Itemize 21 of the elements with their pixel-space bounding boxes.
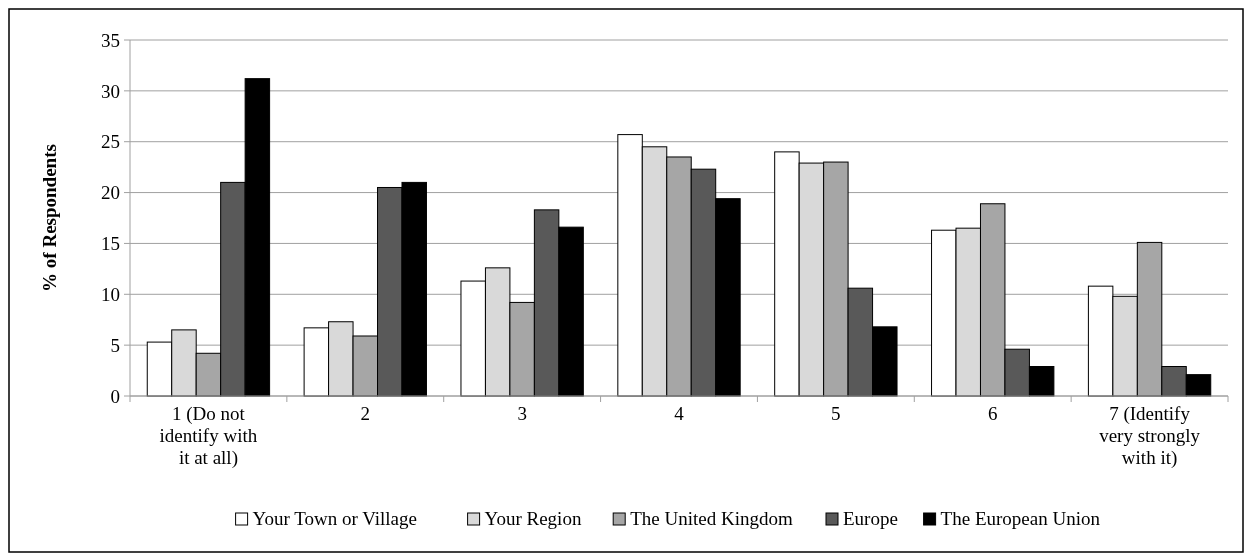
x-tick-label: 1 (Do not identify with it at all) bbox=[159, 403, 258, 469]
x-tick-label: 2 bbox=[360, 403, 371, 424]
y-tick-label: 0 bbox=[110, 385, 120, 407]
x-tick-label: 3 bbox=[517, 403, 527, 424]
y-axis-title: % of Respondents bbox=[39, 144, 60, 292]
y-tick-label: 20 bbox=[101, 182, 120, 204]
y-tick-label: 35 bbox=[101, 29, 120, 51]
y-tick-label: 25 bbox=[101, 131, 120, 153]
x-tick-label: 5 bbox=[831, 403, 841, 424]
y-tick-label: 15 bbox=[101, 233, 120, 255]
legend-label: Your Region bbox=[484, 508, 582, 529]
legend-label: The European Union bbox=[940, 508, 1101, 529]
x-tick-label: 4 bbox=[674, 403, 685, 424]
legend-label: Your Town or Village bbox=[252, 508, 417, 529]
y-tick-label: 5 bbox=[110, 334, 120, 356]
y-tick-label: 30 bbox=[101, 80, 120, 102]
legend-label: The United Kingdom bbox=[630, 508, 793, 529]
x-tick-label: 7 (Identify very strongly with it) bbox=[1099, 403, 1201, 469]
x-tick-label: 6 bbox=[987, 403, 998, 424]
legend-label: Europe bbox=[843, 508, 898, 529]
y-tick-label: 10 bbox=[101, 283, 120, 305]
